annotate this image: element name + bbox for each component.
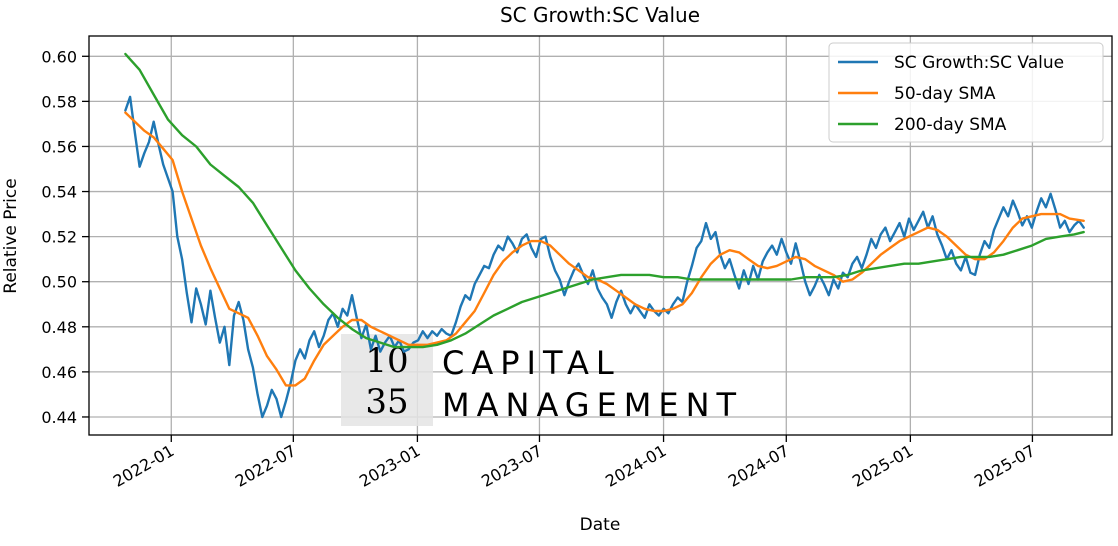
legend-entry-200-day-sma-label: 200-day SMA (894, 115, 1007, 135)
x-axis-ticks: 2022-01 2022-07 2023-01 2023-07 2024-01 2024-… (110, 435, 1038, 491)
watermark-text-line1: CAPITAL (442, 344, 621, 382)
y-tick-label: 0.46 (41, 363, 77, 382)
y-axis-label: Relative Price (1, 178, 21, 293)
x-tick-label: 2022-07 (232, 441, 299, 491)
x-tick-label: 2024-07 (725, 441, 792, 491)
legend: SC Growth:SC Value 50-day SMA 200-day SMA (828, 42, 1104, 143)
y-tick-label: 0.58 (41, 92, 77, 111)
x-tick-label: 2022-01 (110, 441, 177, 491)
x-axis-label: Date (580, 515, 621, 535)
y-tick-label: 0.50 (41, 273, 77, 292)
legend-box (828, 42, 1104, 143)
series-line-200-day-sma (124, 52, 1085, 349)
y-tick-label: 0.56 (41, 137, 77, 156)
y-tick-label: 0.48 (41, 318, 77, 337)
watermark: 10 35 CAPITAL MANAGEMENT (341, 334, 743, 426)
y-tick-label: 0.54 (41, 183, 77, 202)
y-tick-label: 0.60 (41, 47, 77, 66)
y-axis-ticks: 0.44 0.46 0.48 0.50 0.52 0.54 0.56 0.58 0.60 (41, 47, 89, 427)
x-tick-label: 2024-01 (602, 441, 669, 491)
legend-entry-50-day-sma-label: 50-day SMA (894, 84, 996, 104)
watermark-box (341, 334, 433, 426)
series-line-sc-growth-sc-value (124, 95, 1085, 419)
series-line-50-day-sma (124, 111, 1085, 387)
axes-frame (88, 35, 1113, 436)
chart-title: SC Growth:SC Value (500, 3, 700, 27)
y-tick-label: 0.44 (41, 408, 77, 427)
x-tick-label: 2025-01 (849, 441, 916, 491)
watermark-text-line2: MANAGEMENT (442, 386, 743, 424)
series-lines (124, 52, 1085, 419)
y-tick-label: 0.52 (41, 228, 77, 247)
x-tick-label: 2023-01 (356, 441, 423, 491)
x-tick-label: 2023-07 (478, 441, 545, 491)
watermark-box-line2: 35 (365, 382, 408, 422)
x-tick-label: 2025-07 (971, 441, 1038, 491)
legend-entry-sc-growth-sc-value-label: SC Growth:SC Value (894, 53, 1064, 73)
